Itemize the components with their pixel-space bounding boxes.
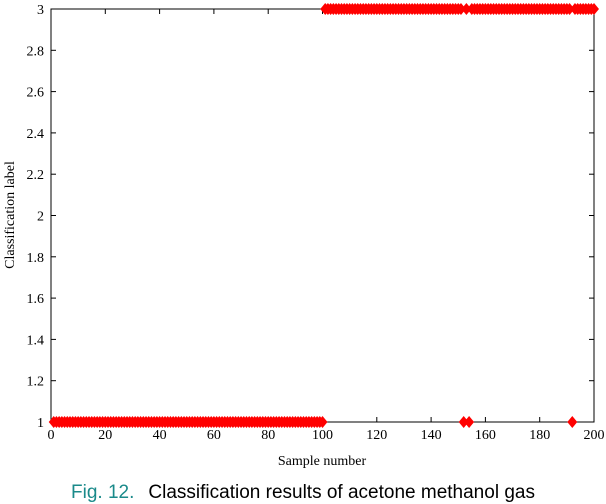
marker [564,3,575,15]
y-tick-label: 2.2 [27,168,45,183]
marker [461,3,472,15]
marker [317,416,328,428]
y-tick-label: 1.2 [27,375,45,390]
x-tick-label: 100 [312,428,333,443]
caption: Fig. 12. Classification results of aceton… [71,482,535,503]
y-tick-label: 2.4 [27,127,45,142]
y-tick-label: 1.8 [27,251,45,266]
caption-label: Fig. 12. [71,482,134,503]
marker [464,416,475,428]
marker [567,416,578,428]
marker [589,3,599,15]
marker [455,3,466,15]
x-tick-label: 60 [207,428,221,443]
x-tick-label: 40 [153,428,167,443]
plot-frame [50,8,595,423]
x-tick-label: 180 [529,428,550,443]
marker [458,416,469,428]
x-tick-label: 200 [584,428,605,443]
x-tick-label: 0 [48,428,55,443]
x-tick-label: 120 [366,428,387,443]
y-tick-label: 3 [37,3,44,18]
y-tick-label: 1.4 [27,333,45,348]
y-tick-label: 1 [37,416,44,431]
y-tick-label: 2.8 [27,44,45,59]
y-tick-label: 2.6 [27,86,45,101]
x-tick-label: 80 [261,428,275,443]
y-tick-label: 1.6 [27,292,45,307]
y-axis-label: Classification label [3,161,18,269]
x-axis-label: Sample number [278,454,367,469]
caption-text: Classification results of acetone methan… [148,482,535,503]
x-tick-label: 20 [98,428,112,443]
x-tick-label: 140 [421,428,442,443]
x-tick-label: 160 [475,428,496,443]
y-tick-label: 2 [37,210,44,225]
